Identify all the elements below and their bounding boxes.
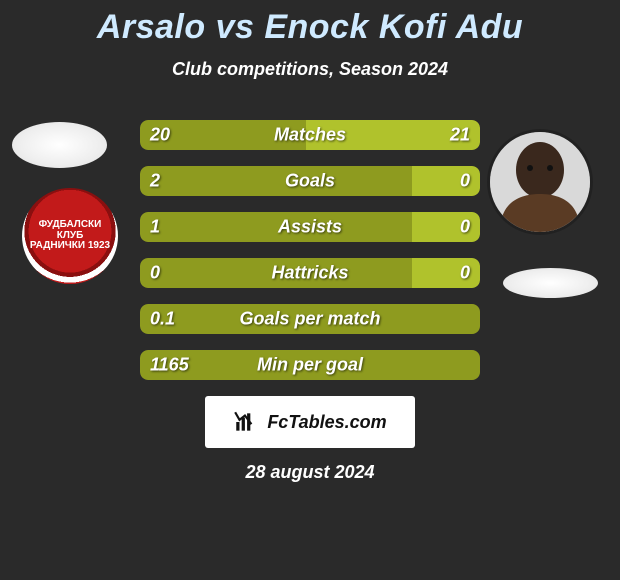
right-club-badge-placeholder	[503, 268, 598, 298]
content-area: ФУДБАЛСКИ КЛУБ РАДНИЧКИ 1923 Matches2021…	[0, 120, 620, 483]
bar-row: Min per goal1165	[140, 350, 480, 380]
bar-right-fill	[306, 120, 480, 150]
bar-left-fill	[140, 212, 412, 242]
chart-icon	[233, 409, 259, 435]
left-club-badge-text: ФУДБАЛСКИ КЛУБ РАДНИЧКИ 1923	[28, 220, 112, 252]
bar-row: Goals per match0.1	[140, 304, 480, 334]
bar-row: Assists10	[140, 212, 480, 242]
comparison-bars: Matches2021 Goals20 Assists10 Hattricks00 Go…	[140, 120, 480, 380]
bar-left-fill	[140, 258, 412, 288]
bar-left-fill	[140, 304, 480, 334]
bar-right-fill	[412, 166, 480, 196]
bar-right-fill	[412, 212, 480, 242]
bar-row: Goals20	[140, 166, 480, 196]
bar-left-fill	[140, 166, 412, 196]
bar-left-fill	[140, 120, 306, 150]
bar-left-fill	[140, 350, 480, 380]
subtitle: Club competitions, Season 2024	[0, 59, 620, 80]
bar-row: Hattricks00	[140, 258, 480, 288]
left-player-avatar-placeholder	[12, 122, 107, 168]
left-club-badge: ФУДБАЛСКИ КЛУБ РАДНИЧКИ 1923	[22, 188, 118, 284]
footer-date: 28 august 2024	[0, 462, 620, 483]
bar-row: Matches2021	[140, 120, 480, 150]
right-player-avatar	[490, 132, 590, 232]
footer-logo[interactable]: FcTables.com	[205, 396, 415, 448]
bar-right-fill	[412, 258, 480, 288]
footer-logo-text: FcTables.com	[267, 412, 386, 433]
person-icon	[490, 132, 590, 232]
page-title: Arsalo vs Enock Kofi Adu	[0, 0, 620, 47]
